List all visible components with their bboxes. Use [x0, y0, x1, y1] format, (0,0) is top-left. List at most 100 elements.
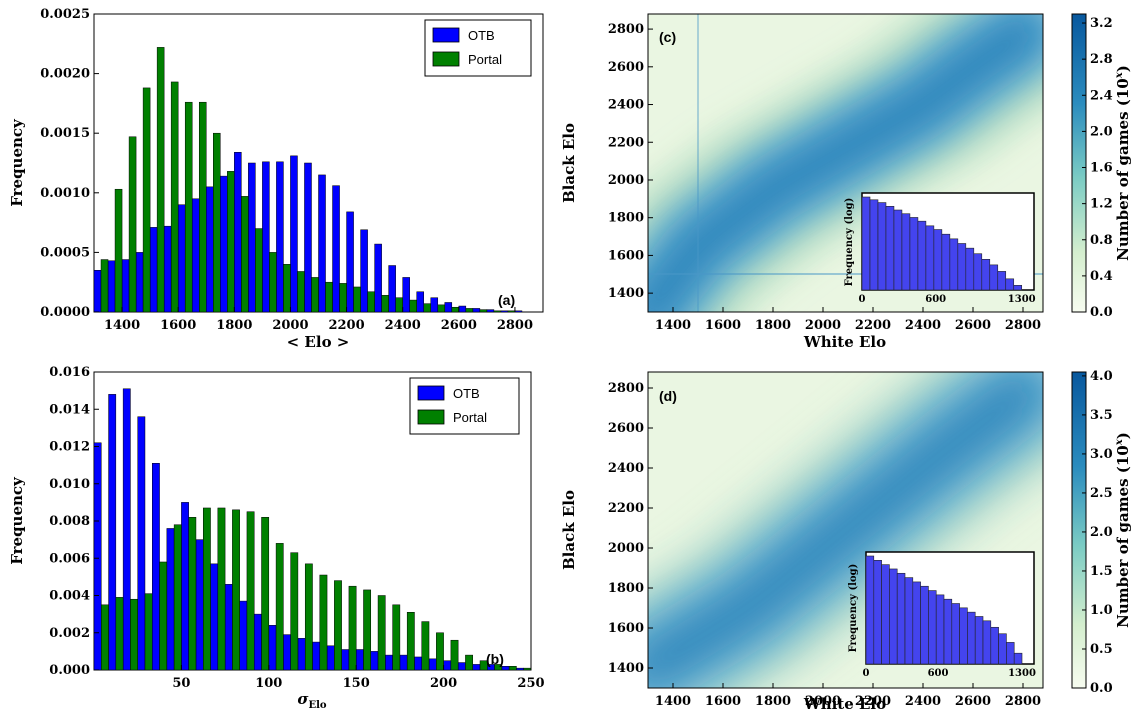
bar-otb [360, 229, 368, 313]
bar-otb [93, 442, 102, 671]
bar-portal [423, 303, 431, 313]
bar-portal [479, 309, 488, 313]
panel-c-ylabel: Black Elo [560, 123, 578, 203]
inset-bar [1005, 278, 1015, 291]
y-tick-label: 2600 [608, 421, 644, 436]
y-tick-label: 1400 [608, 661, 644, 676]
panel-d-label: (d) [659, 388, 677, 404]
bar-otb [107, 260, 116, 313]
bar-otb [108, 394, 117, 671]
bar-otb [253, 613, 262, 671]
x-tick-label: 150 [343, 676, 370, 691]
y-tick-label: 0.0000 [40, 305, 90, 320]
inset-bar [973, 253, 983, 291]
bar-portal [325, 281, 333, 313]
colorbar-d-label: Number of games (10x) [1114, 432, 1132, 628]
bar-otb [326, 645, 335, 671]
colorbar-tick-label: 1.6 [1090, 161, 1113, 176]
inset-x-tick-label: 600 [928, 668, 949, 679]
bar-portal [297, 271, 305, 313]
panel-d-ylabel: Black Elo [560, 490, 578, 570]
panel-c-label: (c) [659, 29, 676, 45]
bar-otb [355, 649, 364, 671]
bar-portal [269, 252, 277, 313]
colorbar-tick-label: 2.0 [1090, 525, 1113, 540]
panel-b-label: (b) [486, 651, 504, 667]
y-tick-label: 0.004 [49, 589, 90, 604]
bar-otb [500, 310, 509, 313]
bar-otb [332, 185, 340, 313]
bar-otb [93, 270, 102, 313]
inset-bar [861, 196, 871, 291]
panel-c-ticks: 1400 1600 1800 2000 2200 2400 2600 2800 1400 1600… [608, 22, 1041, 333]
x-tick-label: 50 [172, 676, 190, 691]
inset-ticks: 0 600 1300 [863, 668, 1036, 679]
legend-swatch-portal [432, 51, 460, 67]
bar-otb [163, 225, 172, 313]
y-tick-label: 0.014 [49, 402, 90, 417]
bar-portal [494, 664, 503, 671]
bar-portal [334, 580, 342, 671]
bar-otb [472, 308, 481, 313]
x-tick-label: 2200 [855, 694, 891, 709]
panel-b-xlabel: σElo [297, 690, 326, 711]
y-tick-label: 2000 [608, 173, 644, 188]
colorbar-tick-label: 4.0 [1090, 369, 1113, 384]
legend-label-otb: OTB [453, 386, 480, 401]
panel-a-bars [93, 47, 523, 313]
bar-portal [184, 101, 193, 313]
y-tick-label: 2600 [608, 60, 644, 75]
bar-portal [156, 47, 165, 313]
x-tick-label: 1400 [104, 318, 140, 333]
x-tick-label: 100 [255, 676, 282, 691]
panel-b-ylabel: Frequency [8, 476, 26, 565]
inset-bar [1006, 642, 1015, 665]
x-tick-label: 2600 [955, 318, 991, 333]
bar-otb [234, 152, 242, 313]
inset-bar [920, 585, 929, 665]
panel-d-xlabel: White Elo [803, 695, 886, 713]
inset-bar [949, 238, 959, 291]
bar-portal [101, 604, 109, 671]
bar-portal [241, 196, 249, 313]
bar-otb [318, 174, 326, 313]
bar-portal [353, 286, 361, 313]
bar-otb [248, 162, 256, 313]
inset-bar [989, 264, 999, 291]
bar-otb [374, 243, 382, 313]
bar-otb [297, 638, 306, 671]
bar-portal [348, 585, 357, 671]
inset-bar [1013, 285, 1023, 291]
colorbar-tick-label: 0.0 [1090, 305, 1113, 320]
inset-bar [925, 225, 935, 291]
x-tick-label: 1800 [755, 318, 791, 333]
bar-otb [137, 416, 146, 671]
y-tick-label: 2000 [608, 541, 644, 556]
inset-bar [998, 633, 1007, 665]
bar-otb [458, 305, 467, 313]
colorbar-tick-label: 3.0 [1090, 447, 1113, 462]
bar-otb [262, 161, 270, 313]
bar-otb [516, 667, 524, 671]
x-tick-label: 2200 [855, 318, 891, 333]
bar-portal [144, 593, 153, 671]
inset-bar [869, 199, 879, 291]
y-tick-label: 0.016 [49, 365, 90, 380]
x-tick-label: 250 [517, 676, 544, 691]
x-tick-label: 2800 [497, 318, 533, 333]
bar-portal [173, 524, 182, 671]
y-tick-label: 2800 [608, 22, 644, 37]
bar-portal [465, 654, 473, 671]
bar-portal [198, 101, 207, 313]
bar-portal [232, 509, 240, 671]
bar-portal [451, 306, 460, 313]
bar-portal [493, 310, 502, 313]
y-tick-label: 2800 [608, 381, 644, 396]
inset-bar [1013, 652, 1023, 665]
bar-otb [149, 227, 158, 313]
panel-d-frame [647, 371, 1044, 689]
inset-ylabel: Frequency (log) [848, 564, 859, 653]
inset-bar [877, 202, 887, 291]
bar-otb [388, 265, 396, 313]
bar-portal [406, 612, 415, 671]
